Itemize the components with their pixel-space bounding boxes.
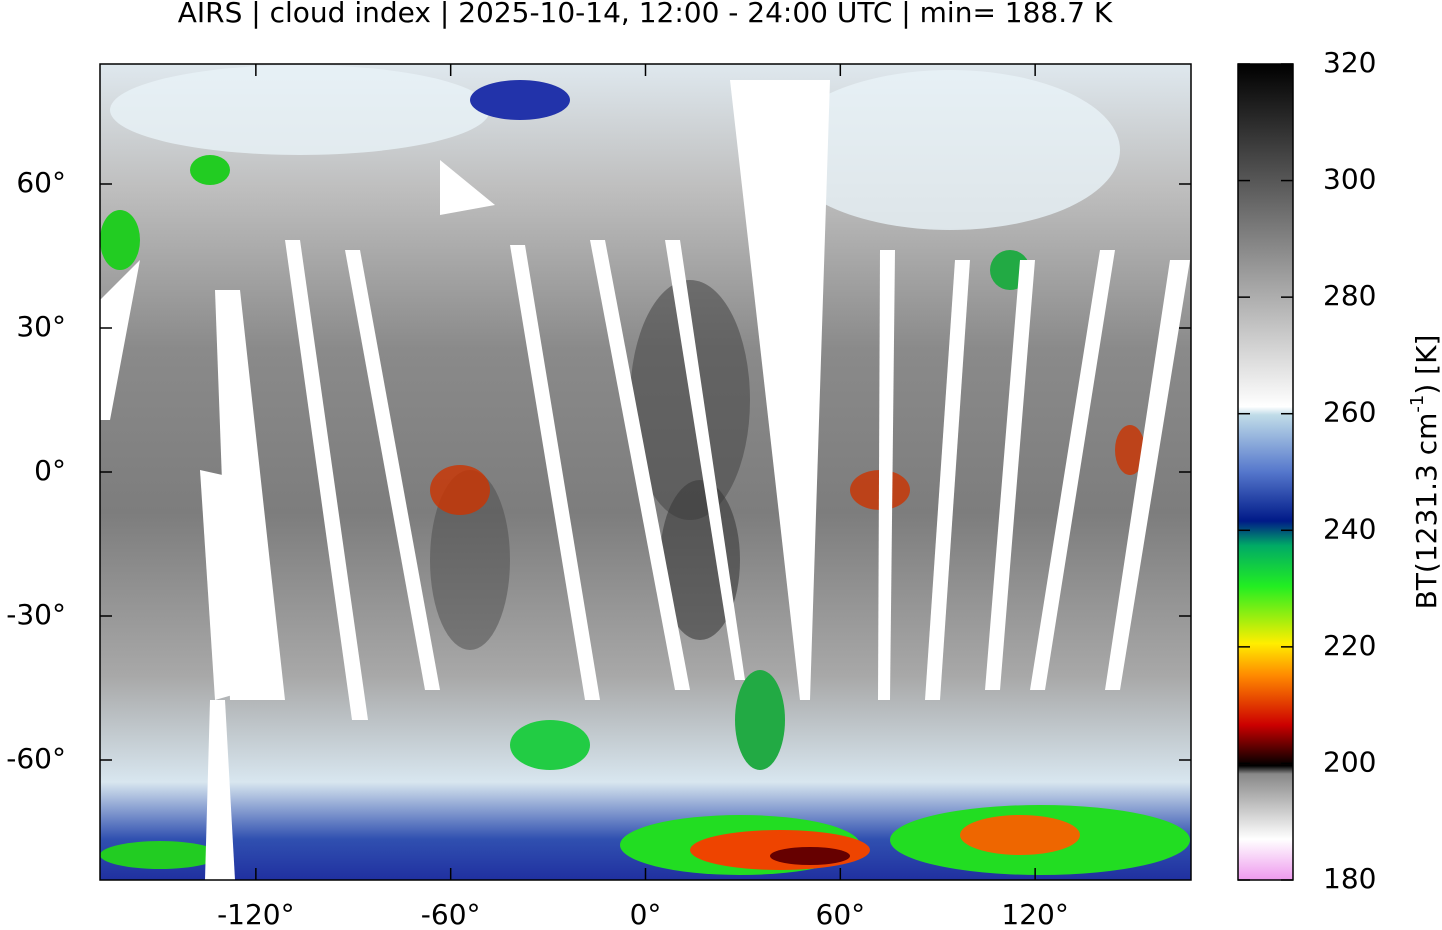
colorbar-tick-label: 200 (1323, 745, 1376, 778)
y-tick-label: 60° (16, 166, 66, 199)
y-tick-label: 30° (16, 310, 66, 343)
y-tick-label: 0° (34, 454, 66, 487)
colorbar-tick-label: 220 (1323, 629, 1376, 662)
x-tick-label: 60° (816, 898, 866, 930)
map-imagery (100, 64, 1191, 880)
y-tick-label: -60° (6, 742, 66, 775)
x-tick-label: 120° (1001, 898, 1068, 930)
chart-title: AIRS | cloud index | 2025-10-14, 12:00 -… (178, 0, 1113, 29)
colorbar-label: BT(1231.3 cm-1) [K] (1407, 335, 1442, 610)
colorbar-tick-label: 240 (1323, 512, 1376, 545)
colorbar-tick-label: 300 (1323, 163, 1376, 196)
x-tick-label: -60° (421, 898, 481, 930)
colorbar-tick-label: 320 (1323, 46, 1376, 79)
y-tick-label: -30° (6, 598, 66, 631)
colorbar-tick-label: 260 (1323, 396, 1376, 429)
colorbar-tick-label: 280 (1323, 279, 1376, 312)
x-tick-label: 0° (630, 898, 662, 930)
colorbar-tick-label: 180 (1323, 862, 1376, 895)
colorbar (1237, 63, 1294, 881)
x-tick-label: -120° (217, 898, 295, 930)
